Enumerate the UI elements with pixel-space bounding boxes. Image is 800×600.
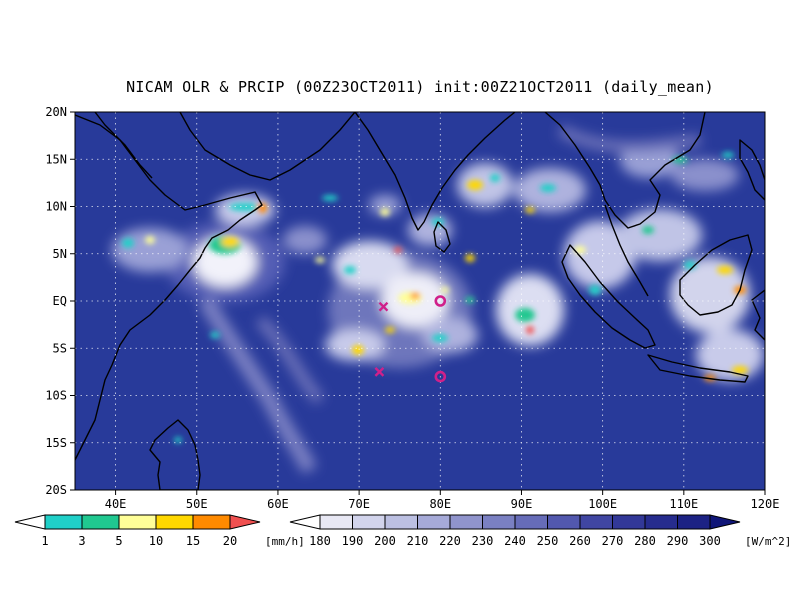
lat-tick-label: 10N [45, 200, 67, 214]
olr-colorbar-label: 210 [407, 534, 429, 548]
lon-tick-label: 80E [429, 497, 451, 511]
precip-colorbar-swatch [81, 514, 120, 530]
lat-tick-label: 20S [45, 483, 67, 497]
x-marker [374, 367, 385, 377]
circle-marker [434, 295, 447, 307]
lon-tick-label: 90E [511, 497, 533, 511]
malay-sumatra-coastline [561, 244, 656, 349]
precip-colorbar-label: 3 [78, 534, 85, 548]
lat-tick-label: 10S [45, 389, 67, 403]
olr-colorbar-label: 200 [374, 534, 396, 548]
olr-colorbar-min-arrow [289, 514, 321, 530]
philippines-coastline [739, 139, 765, 201]
lon-tick-label: 50E [186, 497, 208, 511]
lon-tick-label: 120E [751, 497, 780, 511]
olr-colorbar-label: 280 [634, 534, 656, 548]
olr-colorbar-label: 230 [472, 534, 494, 548]
olr-colorbar-label: 240 [504, 534, 526, 548]
olr-colorbar-swatch [547, 514, 581, 530]
india-coastline [354, 112, 516, 231]
x-marker [378, 301, 389, 312]
olr-colorbar-swatch [417, 514, 451, 530]
circle-marker [434, 370, 447, 383]
lat-tick-label: 5S [53, 341, 67, 355]
lat-tick-label: 15N [45, 152, 67, 166]
olr-colorbar-swatch [352, 514, 386, 530]
red-sea-coastline [94, 112, 153, 179]
precip-colorbar-label: 10 [149, 534, 163, 548]
precip-colorbar-label: 5 [115, 534, 122, 548]
olr-colorbar-label: 290 [667, 534, 689, 548]
olr-colorbar-swatch [579, 514, 613, 530]
lon-tick-label: 60E [267, 497, 289, 511]
olr-colorbar-label: 220 [439, 534, 461, 548]
precip-colorbar: 1 3 5 10 15 20 [mm/h] [14, 514, 305, 548]
map-title: NICAM OLR & PRCIP (00Z23OCT2011) init:00… [126, 78, 714, 96]
olr-colorbar-swatch [677, 514, 711, 530]
indochina-coastline [544, 112, 706, 229]
lat-tick-label: 20N [45, 105, 67, 119]
precip-colorbar-swatch [155, 514, 194, 530]
precip-colorbar-swatch [118, 514, 157, 530]
lat-tick-label: 15S [45, 436, 67, 450]
olr-colorbar-swatch [482, 514, 516, 530]
olr-colorbar-label: 190 [342, 534, 364, 548]
lat-tick-label: EQ [53, 294, 67, 308]
olr-colorbar-swatch [384, 514, 418, 530]
precip-colorbar-label: 1 [41, 534, 48, 548]
olr-colorbar-swatch [514, 514, 548, 530]
markers-layer [374, 295, 447, 383]
olr-colorbar-label: 300 [699, 534, 721, 548]
precip-colorbar-unit: [mm/h] [265, 535, 305, 548]
borneo-coastline [679, 234, 753, 316]
sri-lanka-coastline [433, 221, 451, 253]
olr-colorbar-label: 250 [537, 534, 559, 548]
java-coastline [647, 354, 749, 383]
olr-colorbar-unit: [W/m^2] [745, 535, 791, 548]
olr-colorbar-label: 260 [569, 534, 591, 548]
precip-colorbar-min-arrow [14, 514, 46, 530]
malay-peninsula-coastline [604, 204, 649, 297]
sulawesi-coastline [751, 289, 765, 341]
precip-colorbar-label: 15 [186, 534, 200, 548]
olr-colorbar-label: 270 [602, 534, 624, 548]
olr-colorbar-label: 180 [309, 534, 331, 548]
map-panel [75, 112, 765, 490]
lon-tick-label: 100E [588, 497, 617, 511]
africa-arabia-coastline [75, 114, 263, 461]
precip-colorbar-label: 20 [223, 534, 237, 548]
olr-cloud-field [112, 124, 764, 474]
olr-colorbar-max-arrow [709, 514, 741, 530]
lat-tick-label: 5N [53, 247, 67, 261]
olr-colorbar-swatch [319, 514, 353, 530]
olr-colorbar-swatch [644, 514, 678, 530]
arabia-coastline [179, 112, 356, 181]
coastlines [75, 112, 765, 490]
precip-colorbar-swatch [192, 514, 231, 530]
lon-tick-label: 70E [348, 497, 370, 511]
olr-colorbar: 180 190 200 210 220 230 240 250 260 270 280 290 300 [… [289, 514, 791, 548]
lon-tick-label: 40E [105, 497, 127, 511]
madagascar-coastline [149, 419, 201, 490]
precip-colorbar-max-arrow [229, 514, 261, 530]
lon-tick-label: 110E [669, 497, 698, 511]
map-axes: 40E 50E 60E 70E 80E 90E 100E 110E 120E 20N 15N 10N 5… [45, 105, 779, 511]
olr-colorbar-swatch [612, 514, 646, 530]
precip-colorbar-swatch [44, 514, 83, 530]
olr-colorbar-swatch [449, 514, 483, 530]
